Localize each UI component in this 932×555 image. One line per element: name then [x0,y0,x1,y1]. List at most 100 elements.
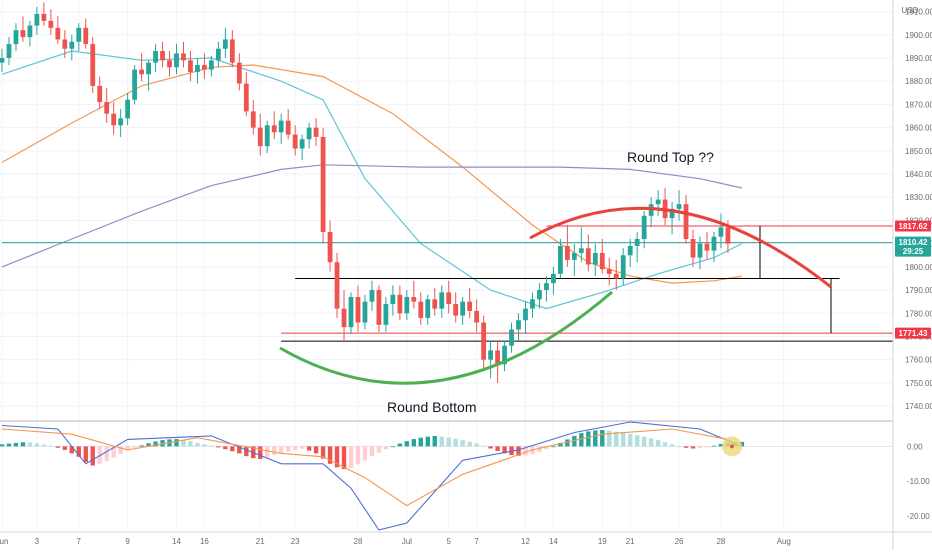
candle-body [118,118,124,126]
candle-body [48,20,54,28]
time-tick-label: 5 [446,537,451,546]
candle-body [348,297,354,328]
macd-line [1,421,743,531]
macd-histogram-bar [383,446,389,450]
macd-histogram-bar [544,446,549,450]
macd-histogram-bar [488,446,493,449]
candle-body [20,30,26,38]
time-tick-label: 19 [598,537,607,546]
candles[interactable] [0,2,731,383]
macd-histogram-bar [230,446,235,452]
candle-body [711,236,717,251]
price-tag-label: 1771.43 [899,329,928,338]
candle-body [55,27,61,40]
macd-histogram-bar [258,446,263,459]
macd-histogram-bar [718,443,724,447]
candle-body [215,48,221,61]
currency-label: USD [902,6,919,15]
time-tick-label: 16 [200,537,209,546]
candle-body [411,297,417,302]
macd-histogram-bar [118,446,123,455]
macd-histogram-bar [683,446,689,448]
macd-histogram-bar [607,430,612,447]
price-tick-label: 1910.00 [905,8,932,17]
candle-body [362,301,368,323]
candle-body [439,292,445,309]
candle-body [390,294,396,304]
candle-body [690,239,696,258]
candle-body [0,58,5,63]
candle-body [704,243,710,251]
macd-histogram-bar [62,446,68,450]
macd-histogram-bar [614,431,619,447]
candle-body [202,64,207,70]
price-tick-label: 1890.00 [905,54,932,63]
candle-body [558,245,563,274]
macd-pane [0,421,745,531]
candle-body [509,329,514,346]
candle-body [104,102,110,114]
candle-body [264,125,270,147]
price-tick-label: 1780.00 [905,309,932,318]
candle-body [571,252,577,260]
candle-body [404,297,410,314]
candle-body [495,350,500,365]
macd-histogram-bar [474,443,479,447]
candle-body [488,350,493,360]
macd-histogram-bar [439,436,444,447]
price-tick-label: 1880.00 [905,77,932,86]
macd-histogram-bar [292,446,298,450]
candle-body [655,199,661,205]
candle-body [327,232,333,263]
macd-histogram-bar [537,446,542,452]
macd-histogram-bar [285,446,291,452]
price-tick-label: 1740.00 [905,402,932,411]
macd-histogram-bar [0,444,5,447]
macd-histogram-bar [34,443,40,447]
macd-histogram-bar [153,441,158,447]
price-tick-label: 1860.00 [905,124,932,133]
macd-histogram-bar [369,446,375,457]
macd-histogram-bar [195,442,200,447]
candle-body [250,111,256,128]
macd-histogram-bar [76,446,81,457]
candle-body [62,39,68,49]
candle-body [481,322,487,360]
candle-body [299,139,305,149]
candle-body [320,136,326,233]
macd-histogram-bar [265,446,270,458]
candle-body [418,301,424,318]
candle-body [397,294,403,314]
candle-body [564,245,570,260]
macd-histogram-bar [327,446,333,464]
macd-histogram-bar [516,446,521,456]
price-tag-box [895,236,931,257]
candle-body [222,39,228,49]
candle-body [209,60,214,70]
candle-body [585,248,591,265]
candle-body [578,248,584,253]
candle-body [446,292,452,304]
candle-body [146,62,151,75]
macd-histogram-bar [481,445,486,447]
macd-histogram-bar [418,437,423,447]
macd-histogram-bar [48,445,54,447]
macd-histogram-bar [334,446,340,468]
candle-body [432,299,438,309]
price-tag-box [895,220,931,232]
macd-histogram-bar [502,446,507,454]
macd-histogram-bar [279,446,284,454]
candle-body [83,27,89,45]
macd-histogram-bar [467,441,472,447]
candle-body [592,252,598,265]
candle-body [181,53,186,61]
candle-body [174,53,179,68]
candle-body [90,44,96,86]
time-tick-label: 23 [291,537,300,546]
macd-histogram-bar [55,446,61,448]
candle-body [229,39,235,63]
time-tick-label: Jul [402,537,412,546]
ma-mid-line [1,64,742,284]
macd-histogram-bar [313,446,319,454]
